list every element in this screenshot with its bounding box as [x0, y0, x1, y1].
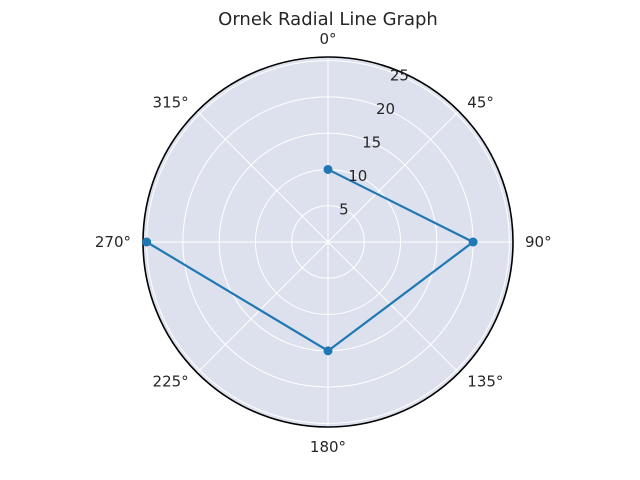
- angle-tick-label: 0°: [319, 30, 336, 48]
- angle-tick-label: 270°: [95, 233, 131, 251]
- angular-gridline: [196, 241, 329, 374]
- data-point: [468, 237, 478, 247]
- angular-gridline: [327, 110, 460, 243]
- angle-tick-label: 135°: [467, 372, 503, 390]
- radial-tick-label: 20: [376, 100, 395, 118]
- data-point: [323, 346, 333, 356]
- radial-tick-label: 5: [339, 200, 349, 218]
- angle-tick-label: 90°: [525, 233, 552, 251]
- series-line: [146, 168, 475, 352]
- radial-tick-label: 15: [362, 133, 381, 151]
- radial-tick-label: 10: [348, 167, 367, 185]
- angle-tick-label: 180°: [310, 438, 346, 456]
- radial-tick-label: 25: [390, 66, 409, 84]
- angle-tick-label: 45°: [467, 94, 494, 112]
- chart-title: Ornek Radial Line Graph: [218, 9, 438, 30]
- angular-gridline: [196, 110, 329, 243]
- angle-tick-label: 225°: [153, 372, 189, 390]
- data-point: [323, 164, 333, 174]
- angular-gridline: [327, 241, 460, 374]
- data-point: [142, 237, 152, 247]
- angle-tick-label: 315°: [153, 94, 189, 112]
